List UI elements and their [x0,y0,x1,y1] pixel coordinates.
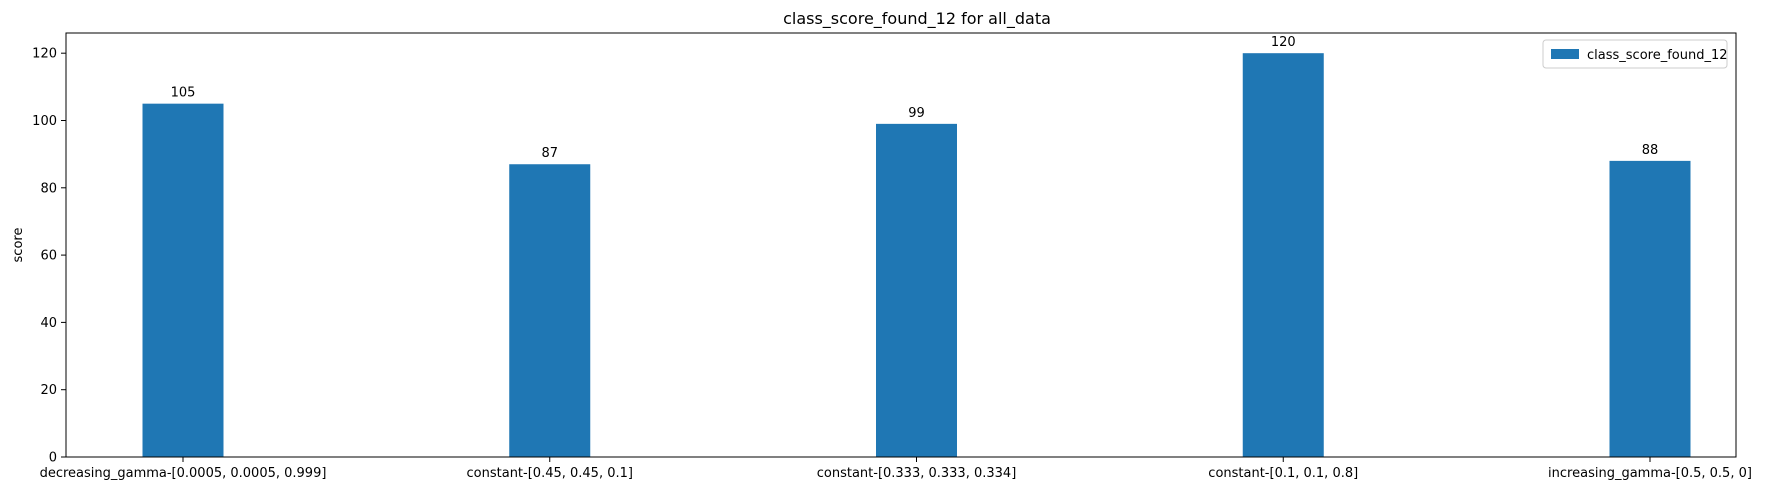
legend-swatch [1551,49,1579,59]
y-tick-label: 100 [32,114,57,129]
bar [1242,53,1324,457]
x-tick-label: decreasing_gamma-[0.0005, 0.0005, 0.999] [40,466,327,481]
chart-title: class_score_found_12 for all_data [783,9,1051,29]
bar-value-label: 88 [1642,143,1659,158]
bar-value-labels: 105 87 99 120 88 [171,35,1659,161]
x-axis: decreasing_gamma-[0.0005, 0.0005, 0.999]… [40,457,1752,481]
y-tick-label: 60 [40,249,57,264]
x-tick-label: constant-[0.1, 0.1, 0.8] [1208,466,1358,481]
y-axis: 0 20 40 60 80 100 120 [32,47,66,466]
bar-value-label: 87 [541,146,558,161]
x-tick-label: constant-[0.333, 0.333, 0.334] [817,466,1017,481]
y-tick-label: 20 [40,383,57,398]
x-tick-label: increasing_gamma-[0.5, 0.5, 0] [1548,466,1752,481]
bar-value-label: 120 [1271,35,1296,50]
bar [1609,160,1691,457]
x-tick-label: constant-[0.45, 0.45, 0.1] [467,466,633,481]
y-tick-label: 80 [40,181,57,196]
legend-label: class_score_found_12 [1587,48,1728,63]
bar-value-label: 105 [171,86,196,101]
bar [142,103,224,458]
y-axis-label: score [11,228,26,263]
y-tick-label: 0 [49,451,57,466]
bar-value-label: 99 [908,106,925,121]
bar [509,164,591,457]
y-tick-label: 40 [40,316,57,331]
plot-frame [65,32,1737,458]
bars-group [142,53,1691,458]
bar [876,123,957,457]
legend-box [1542,39,1728,69]
legend: class_score_found_12 [1542,39,1728,69]
y-tick-label: 120 [32,47,57,62]
